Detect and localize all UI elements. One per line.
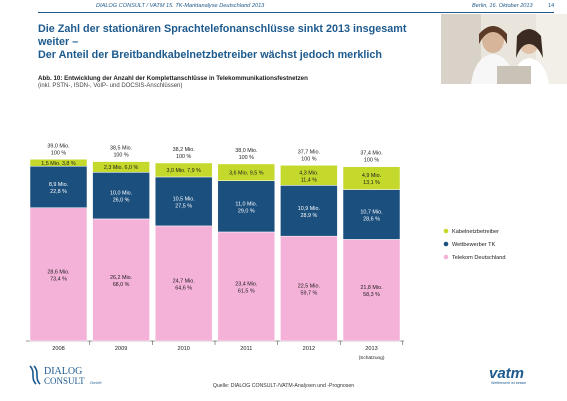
bar-percent-label: 68,0 % — [113, 282, 130, 288]
legend-swatch — [443, 254, 449, 260]
bar-total-label: 37,7 Mio. — [298, 149, 320, 155]
header-date: Berlin, 16. Oktober 2013 — [472, 3, 533, 9]
bar-segment — [280, 235, 338, 342]
bar-segment — [342, 239, 401, 342]
bar-percent-label: 29,0 % — [238, 208, 255, 214]
bar-value-label: 3,6 Mio. 9,5 % — [229, 170, 264, 176]
figure-subcaption: (inkl. PSTN-, ISDN-, VoIP- und DOCSIS-An… — [38, 83, 183, 89]
header-photo — [441, 14, 567, 84]
bar-percent-label: 58,3 % — [363, 292, 380, 298]
bar-percent-label: 28,6 % — [363, 216, 380, 222]
legend-label: Kabelnetzbetreiber — [452, 229, 499, 235]
bar-percent-label: 28,9 % — [301, 213, 318, 219]
header-page-number: 14 — [548, 3, 555, 9]
bar-percent-label: 27,5 % — [175, 203, 192, 209]
bar-value-label: 10,5 Mio. — [173, 196, 195, 202]
bar-percent-label: 61,5 % — [238, 288, 255, 294]
bar-value-label: 22,5 Mio. — [298, 284, 320, 290]
legend-swatch — [443, 241, 449, 247]
header-rule — [38, 12, 554, 13]
bar-segment — [217, 231, 276, 342]
bar-percent-label: 59,7 % — [301, 291, 318, 297]
page-header: DIALOG CONSULT / VATM 15. TK-Marktanalys… — [0, 0, 567, 14]
dialog-consult-logo: DIALOG CONSULT GmbH — [28, 362, 138, 393]
bar-value-label: 4,9 Mio. — [362, 173, 381, 179]
bar-value-label: 28,6 Mio. — [47, 269, 69, 275]
bar-total-label: 38,5 Mio. — [110, 146, 132, 152]
bar-segment — [280, 185, 338, 237]
bar-percent-label: 26,0 % — [113, 198, 130, 204]
source-note: Quelle: DIALOG CONSULT-/VATM-Analysen un… — [212, 383, 355, 389]
bar-total-label: 39,0 Mio. — [47, 143, 69, 149]
bar-total-percent: 100 % — [239, 155, 254, 161]
bar-segment — [217, 180, 276, 233]
bar-segment — [154, 225, 213, 342]
legend-label: Wettbewerber TK — [452, 242, 496, 248]
bar-value-label: 3,0 Mio. 7,9 % — [166, 168, 201, 174]
bar-total-percent: 100 % — [176, 154, 191, 160]
bar-segment — [280, 165, 338, 186]
bar-value-label: 21,8 Mio. — [360, 285, 382, 291]
bar-total-percent: 100 % — [113, 153, 128, 159]
bar-value-label: 1,5 Mio. 3,8 % — [41, 161, 76, 167]
bar-segment — [29, 166, 88, 208]
x-tick-label: 2013 — [365, 346, 377, 352]
bar-percent-label: 11,4 % — [301, 177, 318, 183]
bar-percent-label: 13,1 % — [363, 180, 380, 186]
bar-percent-label: 73,4 % — [50, 276, 67, 282]
legend-swatch — [443, 228, 449, 234]
bar-percent-label: 22,8 % — [50, 189, 67, 195]
x-tick-label: 2010 — [177, 346, 189, 352]
bar-segment — [342, 189, 401, 240]
x-category-note: (Schätzung) — [359, 355, 385, 361]
bar-segment — [29, 207, 88, 342]
bar-value-label: 10,9 Mio. — [298, 206, 320, 212]
logo-right-tagline: Wettbewerb ist besser — [491, 381, 527, 385]
x-tick-label: 2012 — [303, 346, 315, 352]
bar-segment — [29, 159, 88, 167]
vatm-logo: vatm Wettbewerb ist besser — [488, 364, 548, 391]
x-tick-label: 2009 — [115, 346, 127, 352]
logo-left-line2: CONSULT — [44, 376, 85, 386]
bar-total-percent: 100 % — [51, 150, 66, 156]
x-tick-label: 2008 — [52, 346, 64, 352]
x-tick-label: 2011 — [240, 346, 252, 352]
bar-value-label: 26,2 Mio. — [110, 275, 132, 281]
bar-total-label: 38,0 Mio. — [235, 148, 257, 154]
dialog-consult-logo-icon: DIALOG CONSULT GmbH — [29, 365, 102, 386]
bar-segment — [92, 218, 150, 342]
vatm-logo-icon: vatm Wettbewerb ist besser — [489, 365, 527, 385]
bar-value-label: 24,7 Mio. — [173, 278, 195, 284]
bar-value-label: 23,4 Mio. — [235, 281, 257, 287]
bar-total-percent: 100 % — [364, 158, 379, 164]
bar-total-label: 38,2 Mio. — [173, 147, 195, 153]
bar-segment — [92, 172, 150, 220]
page-title: Die Zahl der stationären Sprachtelefonan… — [38, 23, 418, 62]
logo-right-text: vatm — [489, 365, 524, 382]
bar-segment — [92, 161, 150, 173]
bar-value-label: 10,7 Mio. — [360, 209, 382, 215]
bar-value-label: 4,3 Mio. — [299, 170, 318, 176]
header-left-text: DIALOG CONSULT / VATM 15. TK-Marktanalys… — [96, 3, 265, 9]
logo-left-line1: DIALOG — [44, 366, 82, 377]
bar-percent-label: 64,6 % — [175, 285, 192, 291]
bar-segment — [154, 162, 213, 178]
figure-caption: Abb. 10: Entwicklung der Anzahl der Komp… — [38, 75, 308, 82]
bar-segment — [217, 163, 276, 181]
page-title-line-2: Der Anteil der Breitbandkabelnetzbetreib… — [38, 49, 382, 61]
bar-total-label: 37,4 Mio. — [360, 151, 382, 157]
bar-segment — [342, 166, 401, 190]
bar-value-label: 8,9 Mio. — [49, 182, 68, 188]
legend-label: Telekom Deutschland — [452, 255, 505, 261]
bar-value-label: 2,3 Mio. 6,0 % — [104, 165, 139, 171]
bar-value-label: 11,0 Mio. — [235, 201, 257, 207]
page-title-line-1: Die Zahl der stationären Sprachtelefonan… — [38, 23, 407, 48]
bar-total-percent: 100 % — [301, 156, 316, 162]
logo-left-sup: GmbH — [90, 380, 102, 385]
people-photo-icon — [441, 14, 567, 84]
bar-value-label: 10,0 Mio. — [110, 191, 132, 197]
bar-segment — [154, 176, 213, 227]
